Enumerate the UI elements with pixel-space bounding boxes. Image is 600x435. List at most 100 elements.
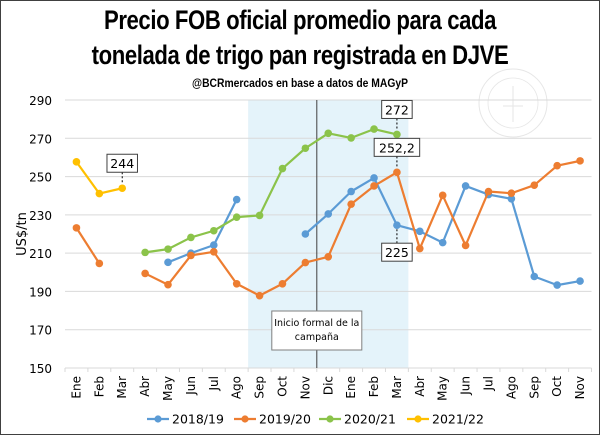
series-2018-19-point: [209, 241, 218, 249]
y-axis-label: US$/tn: [15, 212, 30, 256]
x-tick-label: Jun: [184, 376, 198, 396]
x-tick-label: Ene: [69, 376, 83, 399]
series-2019-20-point: [438, 191, 447, 200]
series-2020-21-point: [301, 144, 310, 153]
legend-swatch-marker: [154, 415, 162, 423]
series-2018-19-point: [576, 277, 584, 285]
series-2020-21-point: [209, 226, 218, 235]
series-2019-20-point: [324, 252, 333, 261]
y-tick-label: 290: [29, 94, 52, 108]
x-tick-label: Mar: [390, 376, 404, 399]
data-label: 225: [385, 245, 409, 260]
legend-swatch-marker: [241, 415, 249, 423]
series-2020-21-point: [370, 125, 378, 133]
series-2019-20-point: [209, 248, 218, 256]
series-2020-21-point: [255, 211, 264, 220]
x-tick-label: Nov: [573, 376, 587, 399]
seal-watermark-icon: [478, 68, 548, 138]
series-2018-19-point: [438, 238, 447, 247]
legend-item: 2018/19: [147, 412, 224, 427]
data-label-box: [106, 153, 138, 173]
x-tick-label: Nov: [298, 376, 312, 399]
x-tick-label: May: [161, 376, 175, 401]
series-2020-21-point: [141, 248, 149, 257]
x-tick-label: Feb: [367, 376, 381, 397]
series-2019-20-point: [484, 187, 493, 196]
x-tick-label: Ene: [344, 376, 358, 399]
legend-item: 2021/22: [407, 412, 484, 427]
series-2021-22-point: [118, 184, 127, 193]
series-2019-20-point: [530, 181, 539, 189]
data-label: 272: [385, 102, 409, 117]
series-2019-20-point: [141, 269, 149, 278]
series-2018-19-point: [461, 182, 470, 190]
series-2018-19-point: [393, 221, 401, 229]
series-2020-21-point: [187, 233, 195, 242]
data-label-box: [381, 99, 413, 119]
series-2020-21-point: [278, 164, 287, 173]
series-2019-20-line: [75, 227, 101, 265]
data-label: 244: [110, 156, 134, 171]
x-tick-label: Oct: [275, 376, 289, 397]
x-tick-label: Abr: [138, 376, 152, 397]
series-2019-20-point: [301, 258, 310, 267]
series-2020-21-point: [164, 245, 172, 253]
series-2019-20-point: [95, 259, 104, 268]
series-2020-21-line: [144, 127, 398, 254]
series-2018-19-point: [416, 227, 424, 236]
campaign-note-line-1: Inicio formal de la: [274, 318, 359, 329]
series-2019-20-point: [461, 241, 470, 250]
legend-label: 2021/22: [432, 412, 484, 427]
x-tick-label: Ago: [504, 376, 518, 399]
legend-swatch-marker: [414, 415, 422, 423]
series-2018-19-point: [370, 174, 378, 182]
x-tick-label: Dic: [321, 376, 335, 395]
y-tick-label: 210: [29, 247, 52, 261]
series-2018-19-point: [324, 210, 333, 218]
x-tick-label: Jun: [459, 376, 473, 396]
chart-title-line-1: Precio FOB oficial promedio para cada: [103, 5, 497, 35]
x-tick-label: Mar: [115, 376, 129, 399]
legend-label: 2020/21: [344, 412, 396, 427]
y-tick-label: 270: [29, 132, 52, 146]
x-tick-label: Sep: [527, 376, 541, 399]
data-label-box: [381, 242, 413, 262]
series-2019-20-point: [416, 244, 424, 253]
series-2019-20: [72, 157, 584, 300]
y-tick-label: 230: [29, 209, 52, 223]
series-2018-19-line: [167, 199, 238, 264]
series-2018-19-point: [232, 195, 241, 204]
series-2019-20-point: [553, 161, 561, 170]
legend-label: 2018/19: [172, 412, 224, 427]
y-tick-label: 250: [29, 171, 52, 185]
series-2019-20-point: [187, 251, 195, 260]
series-2019-20-line: [144, 159, 581, 297]
data-label-box: [373, 137, 421, 157]
series-2019-20-point: [232, 279, 241, 288]
series-2020-21-point: [324, 129, 333, 138]
series-2020-21: [141, 125, 401, 257]
series-2018-19-point: [347, 187, 355, 196]
chart-subtitle: @BCRmercados en base a datos de MAGyP: [192, 76, 408, 90]
series-2018-19-point: [301, 230, 310, 238]
y-tick-label: 190: [29, 285, 52, 299]
series-2018-19-point: [507, 194, 516, 203]
x-tick-label: Abr: [413, 376, 427, 397]
series-2018-19-point: [553, 281, 561, 289]
x-tick-label: Sep: [253, 376, 267, 399]
legend-label: 2019/20: [259, 412, 311, 427]
x-tick-label: May: [436, 376, 450, 401]
legend-item: 2019/20: [234, 412, 311, 427]
series-2018-19-point: [530, 272, 539, 281]
series-2019-20-point: [347, 200, 355, 208]
y-tick-label: 170: [29, 324, 52, 338]
x-tick-label: Feb: [92, 376, 106, 397]
series-2021-22: [72, 158, 127, 198]
campaign-note-line-2: campaña: [295, 332, 339, 343]
series-2021-22-point: [72, 158, 81, 166]
x-tick-label: Jul: [481, 376, 495, 391]
x-tick-label: Jul: [207, 376, 221, 391]
chart-title-line-2: tonelada de trigo pan registrada en DJVE: [91, 40, 509, 70]
series-2019-20-point: [576, 157, 584, 165]
